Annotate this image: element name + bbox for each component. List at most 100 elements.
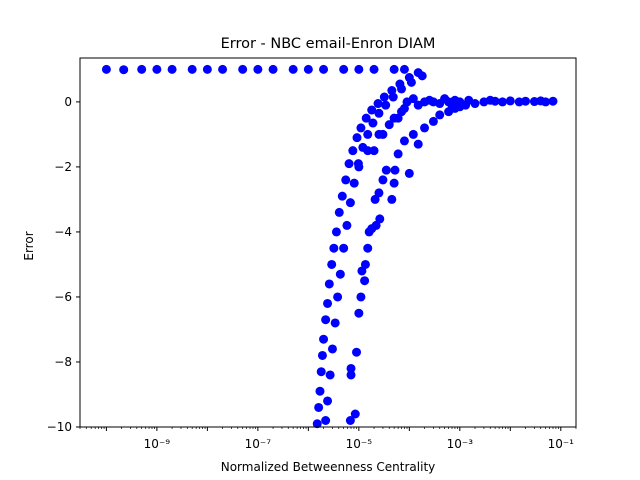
y-tick-label: −6 — [54, 290, 72, 304]
data-point — [369, 64, 379, 74]
data-point — [490, 96, 500, 106]
data-point — [367, 105, 377, 115]
data-point — [393, 149, 403, 159]
data-point — [218, 64, 228, 74]
data-point — [428, 116, 438, 126]
data-point — [253, 64, 263, 74]
data-point — [303, 64, 313, 74]
data-point — [435, 110, 445, 120]
data-point — [381, 165, 391, 175]
data-point — [350, 409, 360, 419]
data-point — [324, 279, 334, 289]
y-tick-label: −4 — [54, 225, 72, 239]
x-tick-label: 10⁻⁷ — [245, 437, 272, 451]
data-point — [374, 108, 384, 118]
data-point — [388, 92, 398, 102]
data-point — [329, 243, 339, 253]
data-point — [344, 159, 354, 169]
data-point — [541, 97, 551, 107]
data-point — [363, 243, 373, 253]
data-point — [406, 77, 416, 87]
data-point — [348, 146, 358, 156]
data-point — [334, 207, 344, 217]
data-point — [314, 402, 324, 412]
data-point — [352, 133, 362, 143]
data-point — [268, 64, 278, 74]
data-point — [152, 64, 162, 74]
data-point — [327, 344, 337, 354]
data-point — [331, 227, 341, 237]
data-point — [375, 214, 385, 224]
data-point — [323, 298, 333, 308]
data-point — [352, 347, 362, 357]
data-point — [345, 416, 355, 425]
y-tick-label: −2 — [54, 160, 72, 174]
data-point — [374, 188, 384, 198]
data-point — [408, 129, 418, 139]
data-point — [319, 334, 329, 344]
data-point — [404, 168, 414, 178]
data-point — [373, 99, 383, 109]
data-point — [339, 64, 349, 74]
data-point — [387, 194, 397, 204]
data-point — [137, 64, 147, 74]
data-point — [356, 292, 366, 302]
x-tick-label: 10⁻³ — [447, 437, 474, 451]
data-point — [341, 175, 351, 185]
data-point — [370, 194, 380, 204]
data-point — [408, 94, 418, 104]
data-point — [379, 92, 389, 102]
data-point — [321, 416, 331, 425]
data-point — [368, 118, 378, 128]
data-point — [389, 178, 399, 188]
x-axis-label: Normalized Betweenness Centrality — [221, 460, 436, 474]
data-point — [413, 139, 423, 149]
y-tick-label: −10 — [47, 420, 72, 434]
plot-frame — [79, 57, 577, 428]
data-point — [369, 146, 379, 156]
y-tick-label: 0 — [64, 95, 72, 109]
x-tick-label: 10⁻⁹ — [144, 437, 171, 451]
data-point — [319, 64, 329, 74]
data-point — [321, 315, 331, 325]
data-point — [420, 123, 430, 133]
data-point — [390, 165, 400, 175]
x-tick-label: 10⁻⁵ — [346, 437, 373, 451]
x-tick-label: 10⁻¹ — [548, 437, 575, 451]
data-point — [354, 308, 364, 318]
data-point — [381, 100, 391, 110]
data-point — [417, 71, 427, 81]
data-point — [349, 178, 359, 188]
data-point — [316, 367, 326, 377]
data-point — [360, 276, 370, 286]
data-point — [317, 350, 327, 360]
data-point — [378, 129, 388, 139]
data-point — [363, 146, 373, 156]
data-point — [238, 64, 248, 74]
data-point — [327, 259, 337, 269]
data-point — [330, 318, 340, 328]
data-point — [378, 175, 388, 185]
y-axis-label: Error — [22, 231, 36, 260]
y-tick-label: −8 — [54, 355, 72, 369]
data-point — [101, 64, 111, 74]
data-point — [337, 191, 347, 201]
data-point — [325, 370, 335, 380]
data-point — [397, 84, 407, 94]
data-point — [187, 64, 197, 74]
data-point — [119, 65, 129, 75]
data-point — [167, 64, 177, 74]
data-point — [399, 64, 409, 74]
chart-title: Error - NBC email-Enron DIAM — [221, 36, 436, 52]
data-point — [333, 292, 343, 302]
x-axis-ticks: 10⁻⁹ 10⁻⁷ 10⁻⁵ 10⁻³ 10⁻¹ — [79, 427, 577, 451]
data-point — [346, 363, 356, 373]
data-point — [345, 198, 355, 208]
data-point — [399, 136, 409, 146]
data-point — [354, 64, 364, 74]
data-point — [315, 386, 325, 396]
data-point — [470, 99, 480, 109]
data-point — [548, 96, 558, 106]
data-point — [505, 96, 515, 106]
